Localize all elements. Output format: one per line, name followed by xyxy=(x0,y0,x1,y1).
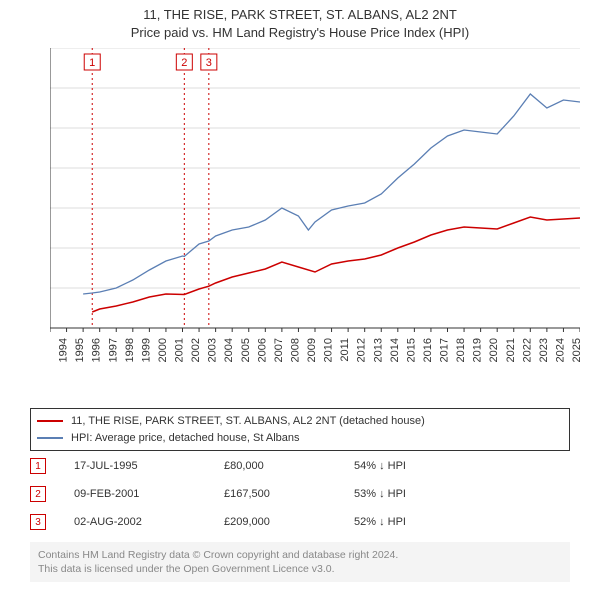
legend-row: 11, THE RISE, PARK STREET, ST. ALBANS, A… xyxy=(37,413,563,430)
table-row: 2 09-FEB-2001 £167,500 53% ↓ HPI xyxy=(30,480,570,508)
svg-text:2013: 2013 xyxy=(372,338,384,362)
sale-diff: 54% ↓ HPI xyxy=(354,460,504,472)
chart-plot-area: £0£200K£400K£600K£800K£1M£1.2M£1.4M19931… xyxy=(50,48,580,358)
legend-label-price: 11, THE RISE, PARK STREET, ST. ALBANS, A… xyxy=(71,413,425,430)
sale-diff: 53% ↓ HPI xyxy=(354,488,504,500)
svg-text:2025: 2025 xyxy=(571,338,580,362)
chart-title: 11, THE RISE, PARK STREET, ST. ALBANS, A… xyxy=(0,0,600,41)
sale-price: £167,500 xyxy=(224,488,354,500)
svg-text:2017: 2017 xyxy=(439,338,451,362)
svg-text:1997: 1997 xyxy=(107,338,119,362)
legend-box: 11, THE RISE, PARK STREET, ST. ALBANS, A… xyxy=(30,408,570,451)
chart-svg: £0£200K£400K£600K£800K£1M£1.2M£1.4M19931… xyxy=(50,48,580,408)
svg-text:2004: 2004 xyxy=(223,338,235,362)
legend-label-hpi: HPI: Average price, detached house, St A… xyxy=(71,430,300,447)
sale-price: £80,000 xyxy=(224,460,354,472)
svg-text:1995: 1995 xyxy=(74,338,86,362)
svg-text:1999: 1999 xyxy=(140,338,152,362)
svg-text:1: 1 xyxy=(89,57,95,69)
svg-text:1993: 1993 xyxy=(50,338,53,362)
licence-footer: Contains HM Land Registry data © Crown c… xyxy=(30,542,570,582)
price-vs-hpi-figure: { "title_line1": "11, THE RISE, PARK STR… xyxy=(0,0,600,590)
svg-text:2008: 2008 xyxy=(289,338,301,362)
svg-text:2015: 2015 xyxy=(405,338,417,362)
svg-text:2011: 2011 xyxy=(339,338,351,362)
svg-text:2000: 2000 xyxy=(157,338,169,362)
svg-text:2014: 2014 xyxy=(389,338,401,362)
legend-row: HPI: Average price, detached house, St A… xyxy=(37,430,563,447)
svg-text:2006: 2006 xyxy=(256,338,268,362)
legend-swatch-hpi xyxy=(37,437,63,439)
svg-text:3: 3 xyxy=(206,57,212,69)
footer-line2: This data is licensed under the Open Gov… xyxy=(38,562,562,576)
svg-text:1996: 1996 xyxy=(91,338,103,362)
title-subtitle: Price paid vs. HM Land Registry's House … xyxy=(0,24,600,42)
sale-date: 17-JUL-1995 xyxy=(74,460,224,472)
svg-text:2001: 2001 xyxy=(174,338,186,362)
legend-swatch-price xyxy=(37,420,63,422)
svg-text:2009: 2009 xyxy=(306,338,318,362)
sale-date: 09-FEB-2001 xyxy=(74,488,224,500)
svg-text:2007: 2007 xyxy=(273,338,285,362)
table-row: 1 17-JUL-1995 £80,000 54% ↓ HPI xyxy=(30,452,570,480)
svg-text:2016: 2016 xyxy=(422,338,434,362)
svg-text:2021: 2021 xyxy=(505,338,517,362)
svg-text:1998: 1998 xyxy=(124,338,136,362)
svg-text:2005: 2005 xyxy=(240,338,252,362)
svg-text:2022: 2022 xyxy=(521,338,533,362)
svg-text:2010: 2010 xyxy=(323,338,335,362)
svg-text:2: 2 xyxy=(181,57,187,69)
sale-marker-2: 2 xyxy=(30,486,46,502)
sale-price: £209,000 xyxy=(224,516,354,528)
footer-line1: Contains HM Land Registry data © Crown c… xyxy=(38,548,562,562)
sale-diff: 52% ↓ HPI xyxy=(354,516,504,528)
sale-date: 02-AUG-2002 xyxy=(74,516,224,528)
svg-text:2020: 2020 xyxy=(488,338,500,362)
svg-text:2012: 2012 xyxy=(356,338,368,362)
svg-text:2002: 2002 xyxy=(190,338,202,362)
sale-marker-1: 1 xyxy=(30,458,46,474)
svg-text:1994: 1994 xyxy=(58,338,70,362)
svg-text:2024: 2024 xyxy=(554,338,566,362)
svg-text:2019: 2019 xyxy=(472,338,484,362)
svg-text:2023: 2023 xyxy=(538,338,550,362)
sales-table: 1 17-JUL-1995 £80,000 54% ↓ HPI 2 09-FEB… xyxy=(30,452,570,536)
title-address: 11, THE RISE, PARK STREET, ST. ALBANS, A… xyxy=(0,6,600,24)
sale-marker-3: 3 xyxy=(30,514,46,530)
svg-text:2018: 2018 xyxy=(455,338,467,362)
svg-text:2003: 2003 xyxy=(207,338,219,362)
table-row: 3 02-AUG-2002 £209,000 52% ↓ HPI xyxy=(30,508,570,536)
